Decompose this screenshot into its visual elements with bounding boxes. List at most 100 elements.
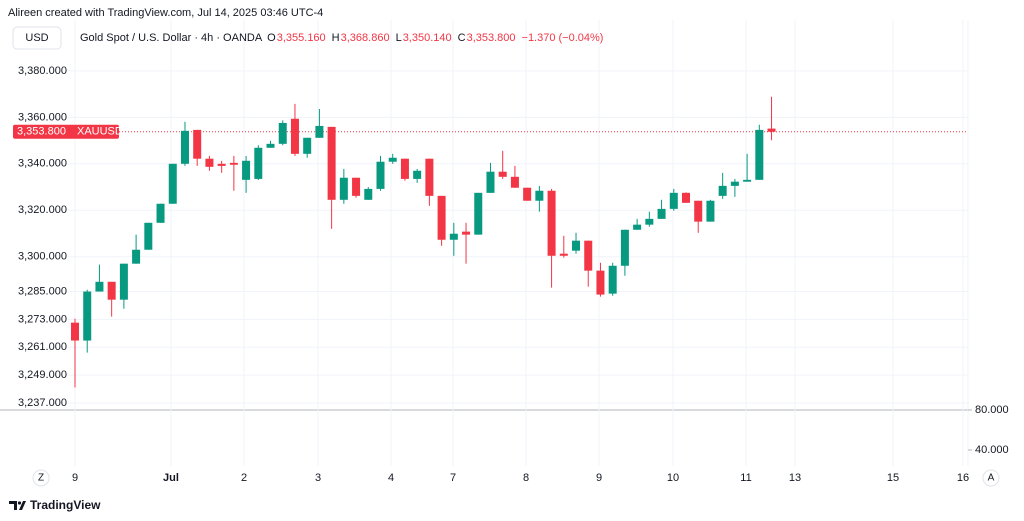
candle-body	[682, 192, 690, 203]
candle-body	[242, 160, 251, 180]
candle-body	[180, 130, 189, 164]
candle-body	[730, 181, 739, 186]
candle-body	[547, 190, 556, 256]
candle-body	[608, 265, 617, 294]
y-tick-label: 3,249.000	[18, 369, 67, 381]
candle-body	[266, 143, 275, 148]
candle-body	[474, 192, 483, 235]
legend-value: 3,355.160	[277, 32, 326, 44]
x-tick-label: 3	[315, 472, 321, 484]
candle-body	[755, 129, 764, 180]
candle-body	[315, 125, 324, 138]
x-tick-label: 9	[72, 472, 78, 484]
currency-button[interactable]	[12, 26, 62, 50]
candle-body	[498, 171, 507, 177]
candle-body	[193, 129, 202, 159]
last-price-tag	[13, 124, 119, 139]
legend-value: 3,368.860	[341, 32, 390, 44]
last-price-symbol: XAUUSD	[77, 126, 123, 138]
candle-body	[486, 171, 495, 193]
candle-body	[388, 157, 397, 162]
candle-body	[706, 200, 715, 222]
x-tick-label: 15	[887, 472, 899, 484]
candle-body	[376, 161, 385, 189]
candle-body	[559, 253, 568, 256]
candle-body	[119, 263, 128, 300]
auto-label: A	[988, 473, 995, 484]
x-tick-label: 13	[789, 472, 801, 484]
candle-body	[303, 137, 312, 154]
candle-body	[596, 270, 605, 295]
x-tick-label: 8	[523, 472, 529, 484]
candle-body	[449, 233, 458, 240]
legend-key: O	[267, 32, 276, 44]
candle-body	[767, 128, 776, 132]
candle-body	[669, 192, 678, 209]
candle-body	[156, 203, 165, 223]
candle-body	[95, 281, 104, 292]
lower-tick-label: 80.000	[975, 404, 1009, 416]
candle-body	[205, 158, 214, 167]
tradingview-logo	[9, 501, 26, 510]
candle-body	[400, 158, 409, 179]
candle-body	[132, 249, 141, 264]
x-tick-label: 2	[241, 472, 247, 484]
candle-body	[327, 126, 336, 200]
candle-body	[254, 147, 263, 179]
candle-body	[437, 195, 446, 240]
candle-body	[657, 208, 666, 219]
candle-body	[743, 179, 752, 182]
candle-body	[510, 176, 519, 188]
candle-body	[364, 188, 373, 200]
auto-button[interactable]	[982, 469, 1000, 487]
y-tick-label: 3,360.000	[18, 111, 67, 123]
x-tick-label: 9	[596, 472, 602, 484]
x-tick-label: 16	[957, 472, 969, 484]
legend-key: L	[396, 32, 402, 44]
header-text: Alireen created with TradingView.com, Ju…	[8, 7, 323, 19]
y-tick-label: 3,340.000	[18, 158, 67, 170]
candle-body	[718, 185, 727, 196]
legend-value: 3,350.140	[403, 32, 452, 44]
candle-body	[71, 322, 79, 341]
x-tick-label: 11	[740, 472, 751, 484]
candle-body	[572, 240, 581, 251]
candle-body	[584, 240, 593, 271]
y-tick-label: 3,261.000	[18, 341, 67, 353]
candle-body	[413, 170, 422, 179]
legend-change: −1.370 (−0.04%)	[522, 32, 604, 44]
candle-body	[107, 281, 116, 300]
candle-body	[83, 291, 92, 341]
x-tick-label: 10	[667, 472, 679, 484]
brand-name: TradingView	[30, 498, 101, 512]
candle-body	[462, 231, 471, 235]
currency-label: USD	[25, 32, 48, 44]
candle-body	[535, 190, 544, 201]
candle-body	[339, 177, 348, 200]
legend-key: H	[332, 32, 340, 44]
candle-body	[425, 158, 434, 196]
y-tick-label: 3,273.000	[18, 313, 67, 325]
legend-value: 3,353.800	[467, 32, 516, 44]
x-tick-label: 4	[388, 472, 394, 484]
zoom-label: Z	[38, 473, 44, 484]
y-tick-label: 3,300.000	[18, 251, 67, 263]
y-tick-label: 3,320.000	[18, 204, 67, 216]
candle-body	[144, 222, 153, 250]
lower-tick-label: 40.000	[975, 444, 1009, 456]
y-tick-label: 3,285.000	[18, 285, 67, 297]
x-tick-label: 7	[450, 472, 456, 484]
candle-body	[633, 224, 642, 230]
candle-body	[694, 200, 703, 222]
candle-body	[168, 163, 177, 204]
zoom-button[interactable]	[32, 469, 50, 487]
y-tick-label: 3,237.000	[18, 397, 67, 409]
x-tick-label: Jul	[163, 472, 179, 484]
candle-body	[290, 118, 299, 154]
y-tick-label: 3,380.000	[18, 65, 67, 77]
candle-body	[278, 122, 287, 144]
candle-body	[523, 187, 532, 201]
legend-key: C	[458, 32, 466, 44]
